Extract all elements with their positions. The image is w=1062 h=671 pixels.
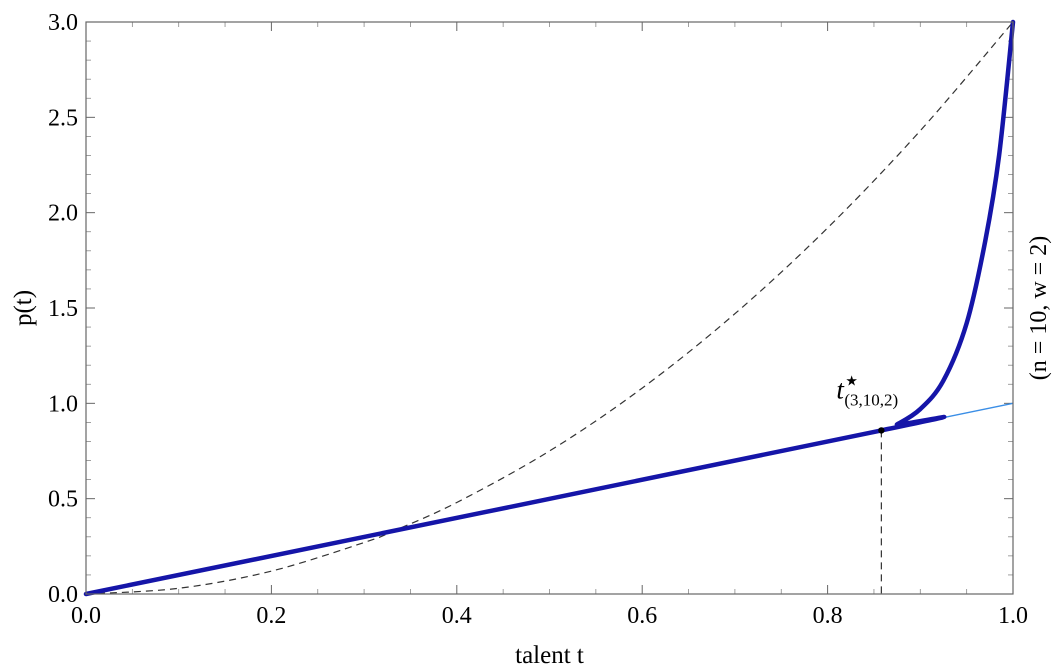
x-tick-label: 0.4	[442, 603, 472, 629]
x-tick-label: 0.0	[71, 603, 101, 629]
threshold-marker	[878, 427, 885, 434]
tick-labels: 0.0 0.2 0.4 0.6 0.8 1.0 0.0 0.5 1.0 1.5 2.0 2.5 3.0	[48, 10, 1028, 629]
annotation-layer: t ★(3,10,2)	[836, 373, 898, 594]
y-tick-label: 1.0	[48, 391, 78, 417]
y-tick-label: 2.0	[48, 201, 78, 227]
annotation-subscript: (3,10,2)	[844, 390, 898, 409]
x-tick-label: 1.0	[998, 603, 1028, 629]
series-dashed-curve	[85, 21, 1014, 595]
annotation-star: ★	[845, 373, 858, 389]
y-tick-label: 0.0	[48, 582, 78, 608]
axis-ticks	[85, 21, 1014, 595]
plot-frame	[85, 21, 1014, 595]
series-thick-curve	[83, 19, 1016, 597]
x-tick-label: 0.8	[813, 603, 843, 629]
x-tick-label: 0.2	[256, 603, 286, 629]
x-tick-label: 0.6	[627, 603, 657, 629]
y-tick-label: 3.0	[48, 10, 78, 36]
y-axis-label: p(t)	[10, 290, 37, 326]
y-tick-label: 0.5	[48, 487, 78, 513]
y-tick-label: 1.5	[48, 296, 78, 322]
parameter-label: (n = 10, w = 2)	[1026, 236, 1052, 380]
annotation-symbol: t	[836, 374, 845, 404]
x-axis-label: talent t	[515, 642, 584, 669]
series-layer	[83, 19, 1016, 597]
y-tick-label: 2.5	[48, 105, 78, 131]
